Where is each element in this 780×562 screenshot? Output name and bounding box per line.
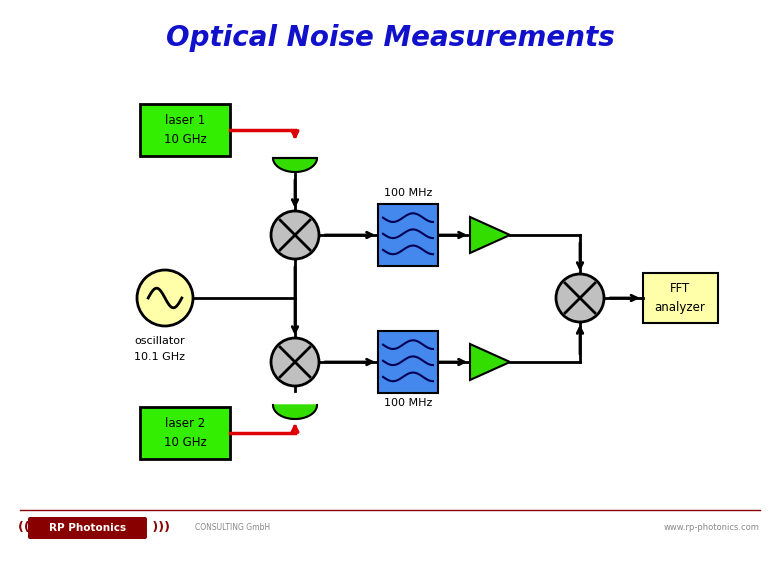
Text: ))): ))) — [148, 522, 170, 534]
Text: FFT
analyzer: FFT analyzer — [654, 282, 705, 314]
Polygon shape — [470, 217, 510, 253]
Polygon shape — [273, 158, 317, 172]
Text: 100 MHz: 100 MHz — [384, 398, 432, 408]
Text: Optical Noise Measurements: Optical Noise Measurements — [165, 24, 615, 52]
FancyBboxPatch shape — [378, 204, 438, 266]
Polygon shape — [470, 344, 510, 380]
FancyBboxPatch shape — [378, 331, 438, 393]
Polygon shape — [273, 405, 317, 419]
Circle shape — [271, 338, 319, 386]
Circle shape — [137, 270, 193, 326]
Text: laser 2
10 GHz: laser 2 10 GHz — [164, 417, 207, 449]
Text: laser 1
10 GHz: laser 1 10 GHz — [164, 114, 207, 146]
Text: CONSULTING GmbH: CONSULTING GmbH — [195, 523, 270, 533]
Circle shape — [271, 211, 319, 259]
Circle shape — [556, 274, 604, 322]
FancyBboxPatch shape — [140, 104, 230, 156]
Text: RP Photonics: RP Photonics — [49, 523, 126, 533]
FancyBboxPatch shape — [28, 517, 147, 539]
FancyBboxPatch shape — [643, 273, 718, 323]
Text: (((: ((( — [18, 522, 40, 534]
FancyBboxPatch shape — [140, 407, 230, 459]
Text: 100 MHz: 100 MHz — [384, 188, 432, 198]
Text: www.rp-photonics.com: www.rp-photonics.com — [664, 523, 760, 533]
Text: oscillator
10.1 GHz: oscillator 10.1 GHz — [134, 336, 186, 362]
